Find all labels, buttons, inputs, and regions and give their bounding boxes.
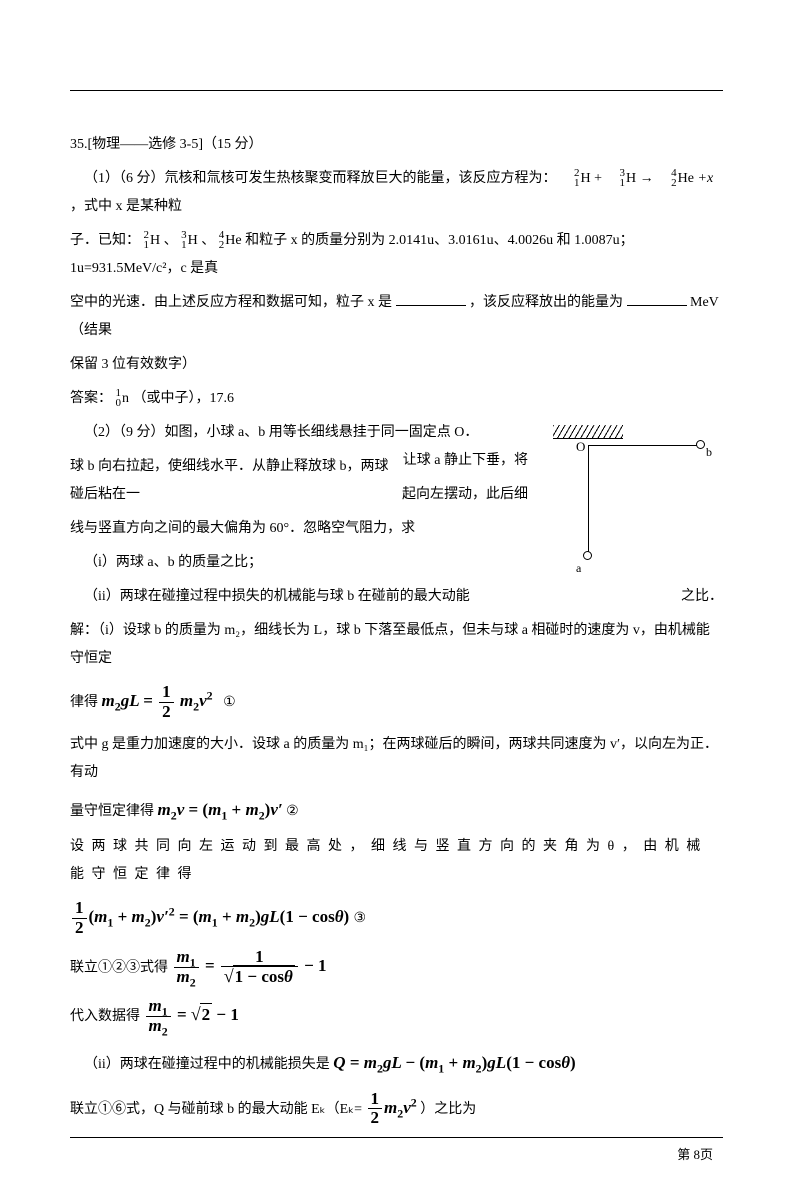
label-O: O <box>576 439 585 455</box>
answer-label: 答案： <box>70 391 112 406</box>
q35-p1-l3: 空中的光速．由上述反应方程和数据可知，粒子 x 是 ，该反应释放出的能量为 Me… <box>70 289 723 345</box>
label-a: a <box>576 561 581 576</box>
q35-p1-answer: 答案： 10n （或中子），17.6 <box>70 385 723 413</box>
ball-a <box>583 551 592 560</box>
nuclide: 21 <box>144 231 150 251</box>
text: ）之比为 <box>420 1102 476 1117</box>
nuclide: 31 <box>181 231 187 251</box>
text: 量守恒定律得 <box>70 804 158 819</box>
text: ，该反应释放出的能量为 <box>469 295 623 310</box>
sol-line-3: 式中 g 是重力加速度的大小．设球 a 的质量为 m₁；在两球碰后的瞬间，两球共… <box>70 731 723 787</box>
text: 之比． <box>667 583 723 611</box>
sol-line-9: 联立①⑥式，Q 与碰前球 b 的最大动能 Eₖ（Eₖ= 12m2v2 ）之比为 <box>70 1090 723 1128</box>
q35-p1-l1: （1）（6 分）氘核和氚核可发生热核聚变而释放巨大的能量，该反应方程为： 21H… <box>70 165 723 221</box>
text: （2）（9 分）如图，小球 a、b 用等长细线悬挂于同一固定点 O． <box>84 425 478 440</box>
text: 球 b 向右拉起，使细线水平．从静止释放球 b，两球碰后粘在一 <box>70 459 389 502</box>
eq-1: 律得 m2gL = 12 m2v2 ① <box>70 683 723 721</box>
bottom-rule <box>70 1137 723 1138</box>
text: 联立①⑥式，Q 与碰前球 b 的最大动能 Eₖ（Eₖ= <box>70 1102 362 1117</box>
string-horizontal <box>588 445 698 446</box>
answer-text: （或中子），17.6 <box>133 391 235 406</box>
top-rule <box>70 90 723 91</box>
sep: 、 <box>201 233 215 248</box>
el: He <box>225 233 241 248</box>
text: 子．已知： <box>70 233 140 248</box>
sol-line-1: 解：（i）设球 b 的质量为 m₂，细线长为 L，球 b 下落至最低点，但未与球… <box>70 617 723 673</box>
q35-p1-l4: 保留 3 位有效数字） <box>70 351 723 379</box>
eq-3: 12(m1 + m2)v′2 = (m1 + m2)gL(1 − cosθ) ③ <box>70 899 723 937</box>
text: （ii）两球在碰撞过程中的机械能损失是 <box>84 1057 333 1072</box>
sep: 、 <box>164 233 178 248</box>
nuclide-4-2: 42 <box>657 169 677 189</box>
blank-2 <box>627 292 687 306</box>
eq-5: 代入数据得 m1m2 = 2 − 1 <box>70 997 723 1035</box>
eq-4: 联立①②③式得 m1m2 = 11 − cosθ − 1 <box>70 948 723 987</box>
text: 联立①②③式得 <box>70 960 168 975</box>
ball-b <box>696 440 705 449</box>
page-footer: 第 8页 <box>677 1144 713 1163</box>
el: He <box>678 171 694 186</box>
hatch-ceiling <box>553 425 623 439</box>
label-b: b <box>706 445 712 460</box>
blank-1 <box>396 292 466 306</box>
text: 让球 a 静止下垂，将 <box>389 447 528 475</box>
text: 代入数据得 <box>70 1009 140 1024</box>
sol-line-5: 设 两 球 共 同 向 左 运 动 到 最 高 处 ， 细 线 与 竖 直 方 … <box>70 833 723 889</box>
eq-6: （ii）两球在碰撞过程中的机械能损失是 Q = m2gL − (m1 + m2)… <box>70 1046 723 1080</box>
text: （ii）两球在碰撞过程中损失的机械能与球 b 在碰前的最大动能 <box>84 589 470 604</box>
eq-2: 量守恒定律得 m2v = (m1 + m2)v′ ② <box>70 793 723 827</box>
string-vertical <box>588 445 589 555</box>
el: H <box>150 233 160 248</box>
q35-header: 35.[物理——选修 3-5]（15 分） <box>70 131 723 159</box>
q35-p2-ii: （ii）两球在碰撞过程中损失的机械能与球 b 在碰前的最大动能 之比． <box>70 583 723 611</box>
figure-pendulum: O a b <box>538 423 723 573</box>
text: （1）（6 分）氘核和氚核可发生热核聚变而释放巨大的能量，该反应方程为： <box>84 171 557 186</box>
plus-x: +x <box>697 171 713 186</box>
arrow: → <box>640 171 654 186</box>
text: ，式中 x 是某种粒 <box>70 199 182 214</box>
text: 起向左摆动，此后细 <box>402 481 528 509</box>
nuclide-2-1: 21 <box>560 169 580 189</box>
el: n <box>122 391 129 406</box>
plus: + <box>594 171 602 186</box>
nuclide-neutron: 10 <box>116 389 122 409</box>
el: H <box>581 171 591 186</box>
q35-p1-l2: 子．已知： 21H 、 31H 、 42He 和粒子 x 的质量分别为 2.01… <box>70 227 723 283</box>
el: H <box>626 171 636 186</box>
nuclide-3-1: 31 <box>606 169 626 189</box>
text: 空中的光速．由上述反应方程和数据可知，粒子 x 是 <box>70 295 392 310</box>
text: 律得 <box>70 695 102 710</box>
el: H <box>188 233 198 248</box>
nuclide: 42 <box>219 231 225 251</box>
